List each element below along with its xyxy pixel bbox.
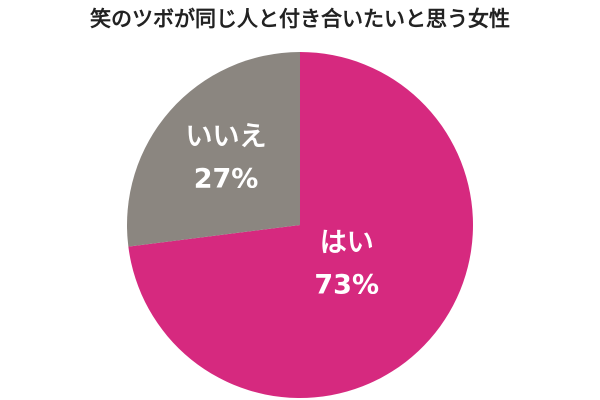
slice-value-label: 27% [194,163,259,194]
slice-value-label: 73% [314,270,379,301]
pie-slice [128,52,474,399]
slice-label: いいえ [186,121,267,152]
chart-title: 笑のツボが同じ人と付き合いたいと思う女性 [90,7,510,31]
slice-label: はい [320,228,374,259]
pie-slice [126,52,300,247]
